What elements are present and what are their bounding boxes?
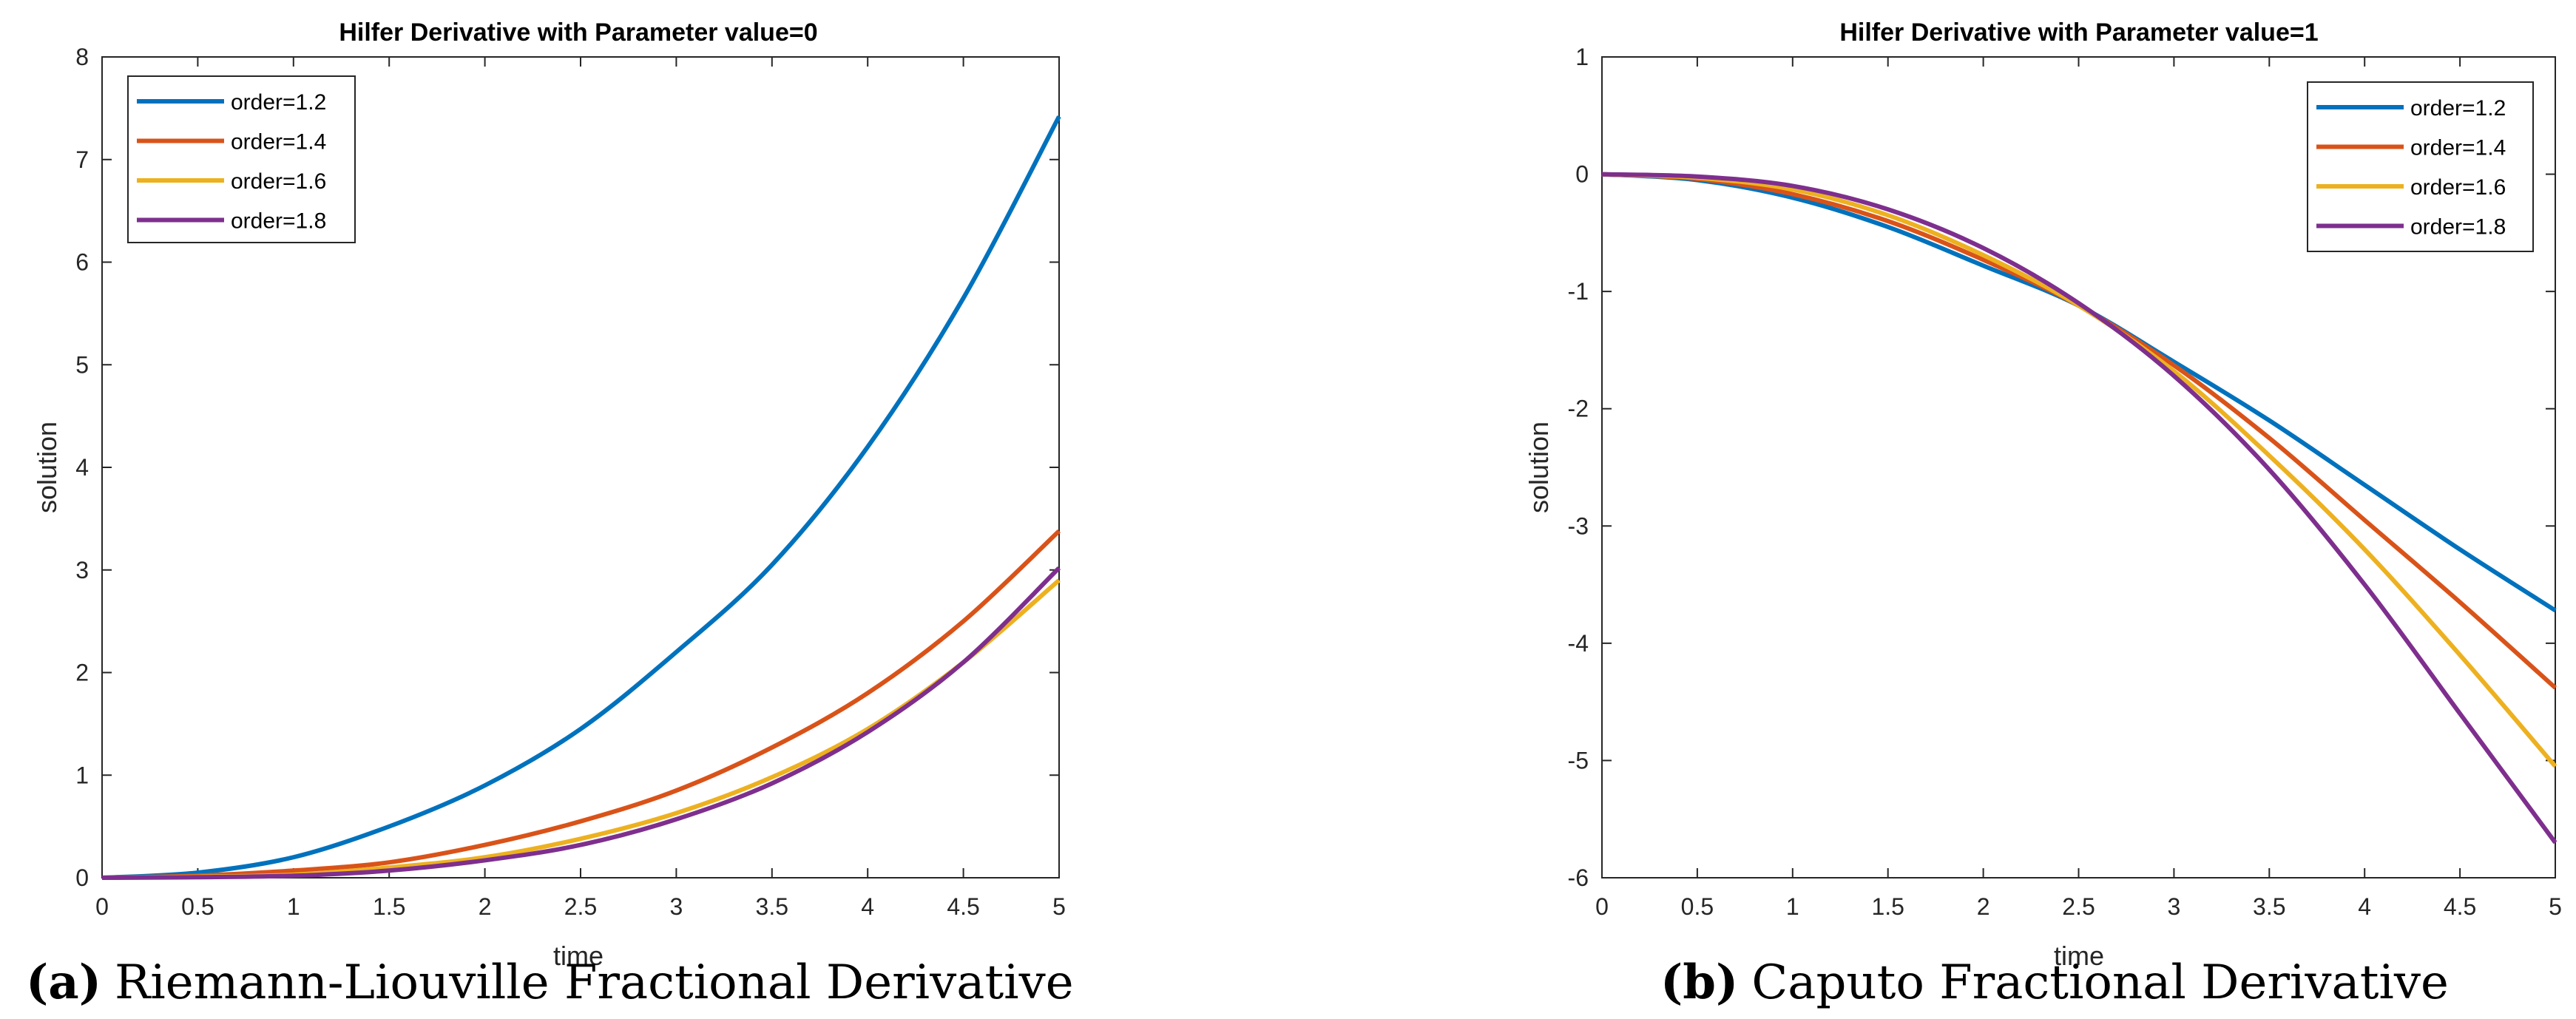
series-line-order18 bbox=[1601, 172, 2558, 844]
legend-label: order=1.4 bbox=[231, 130, 326, 155]
chart-riemann-liouville: Hilfer Derivative with Parameter value=0… bbox=[26, 18, 1074, 1010]
chart-caputo: Hilfer Derivative with Parameter value=1… bbox=[1524, 18, 2562, 1010]
x-tick-label: 4 bbox=[861, 893, 874, 920]
x-tick-label: 0 bbox=[1595, 893, 1609, 920]
y-axis-label: solution bbox=[1524, 422, 1554, 513]
x-axis-label: time bbox=[2054, 941, 2104, 971]
x-axis-label: time bbox=[553, 941, 604, 971]
x-tick-label: 1 bbox=[1786, 893, 1799, 920]
x-tick-label: 3 bbox=[670, 893, 683, 920]
caption: (b) Caputo Fractional Derivative bbox=[1660, 955, 2449, 1010]
series-line-order12 bbox=[101, 115, 1061, 880]
x-tick-label: 2 bbox=[1977, 893, 1990, 920]
x-tick-label: 2 bbox=[479, 893, 492, 920]
x-tick-label: 3.5 bbox=[756, 893, 788, 920]
legend-label: order=1.8 bbox=[231, 209, 326, 234]
x-tick-label: 4.5 bbox=[947, 893, 979, 920]
y-tick-label: -5 bbox=[1568, 747, 1589, 773]
x-tick-label: 1.5 bbox=[373, 893, 405, 920]
legend-box bbox=[127, 75, 356, 243]
x-tick-label: 1 bbox=[287, 893, 300, 920]
caption-text: Caputo Fractional Derivative bbox=[1751, 955, 2449, 1010]
y-tick-label: 3 bbox=[75, 557, 89, 583]
caption: (a) Riemann-Liouville Fractional Derivati… bbox=[26, 955, 1074, 1010]
legend-box bbox=[2307, 81, 2534, 252]
legend-label: order=1.6 bbox=[231, 169, 326, 194]
x-tick-label: 0 bbox=[95, 893, 109, 920]
y-tick-label: 6 bbox=[75, 249, 89, 276]
y-tick-label: 0 bbox=[75, 864, 89, 891]
y-tick-label: -3 bbox=[1568, 512, 1589, 539]
caption-text: Riemann-Liouville Fractional Derivative bbox=[115, 955, 1074, 1010]
y-tick-label: 0 bbox=[1575, 161, 1589, 188]
x-tick-label: 3.5 bbox=[2253, 893, 2285, 920]
x-tick-label: 4.5 bbox=[2444, 893, 2476, 920]
legend-label: order=1.2 bbox=[231, 90, 326, 115]
legend-label: order=1.6 bbox=[2410, 175, 2506, 200]
y-tick-label: 2 bbox=[75, 660, 89, 686]
y-tick-label: 4 bbox=[75, 454, 89, 481]
x-tick-label: 2.5 bbox=[564, 893, 597, 920]
y-tick-label: -4 bbox=[1568, 630, 1589, 657]
x-tick-label: 5 bbox=[2549, 893, 2562, 920]
y-axis-label: solution bbox=[32, 422, 62, 513]
legend: order=1.2 order=1.4 order=1.6 order=1.8 bbox=[2307, 81, 2534, 252]
legend-label: order=1.8 bbox=[2410, 215, 2506, 240]
legend: order=1.2 order=1.4 order=1.6 order=1.8 bbox=[127, 75, 356, 243]
chart-title: Hilfer Derivative with Parameter value=1 bbox=[1839, 18, 2318, 47]
legend-label: order=1.2 bbox=[2410, 96, 2506, 121]
caption-label: (a) bbox=[26, 955, 101, 1010]
x-tick-label: 2.5 bbox=[2062, 893, 2095, 920]
y-tick-label: 5 bbox=[75, 351, 89, 378]
x-tick-label: 4 bbox=[2358, 893, 2371, 920]
chart-title: Hilfer Derivative with Parameter value=0 bbox=[339, 18, 817, 47]
x-tick-label: 0.5 bbox=[1681, 893, 1714, 920]
y-tick-label: -6 bbox=[1568, 864, 1589, 891]
x-tick-label: 0.5 bbox=[181, 893, 214, 920]
caption-label: (b) bbox=[1660, 955, 1738, 1010]
series-line-order14 bbox=[101, 529, 1061, 880]
y-tick-label: 1 bbox=[75, 762, 89, 788]
y-tick-label: 7 bbox=[75, 146, 89, 173]
y-tick-label: -2 bbox=[1568, 396, 1589, 422]
y-tick-label: 1 bbox=[1575, 44, 1589, 70]
x-tick-label: 5 bbox=[1052, 893, 1066, 920]
y-tick-label: -1 bbox=[1568, 278, 1589, 305]
y-tick-label: 8 bbox=[75, 44, 89, 70]
legend-label: order=1.4 bbox=[2410, 136, 2506, 160]
series-line-order18 bbox=[101, 566, 1061, 880]
x-tick-label: 1.5 bbox=[1871, 893, 1904, 920]
x-tick-label: 3 bbox=[2168, 893, 2181, 920]
